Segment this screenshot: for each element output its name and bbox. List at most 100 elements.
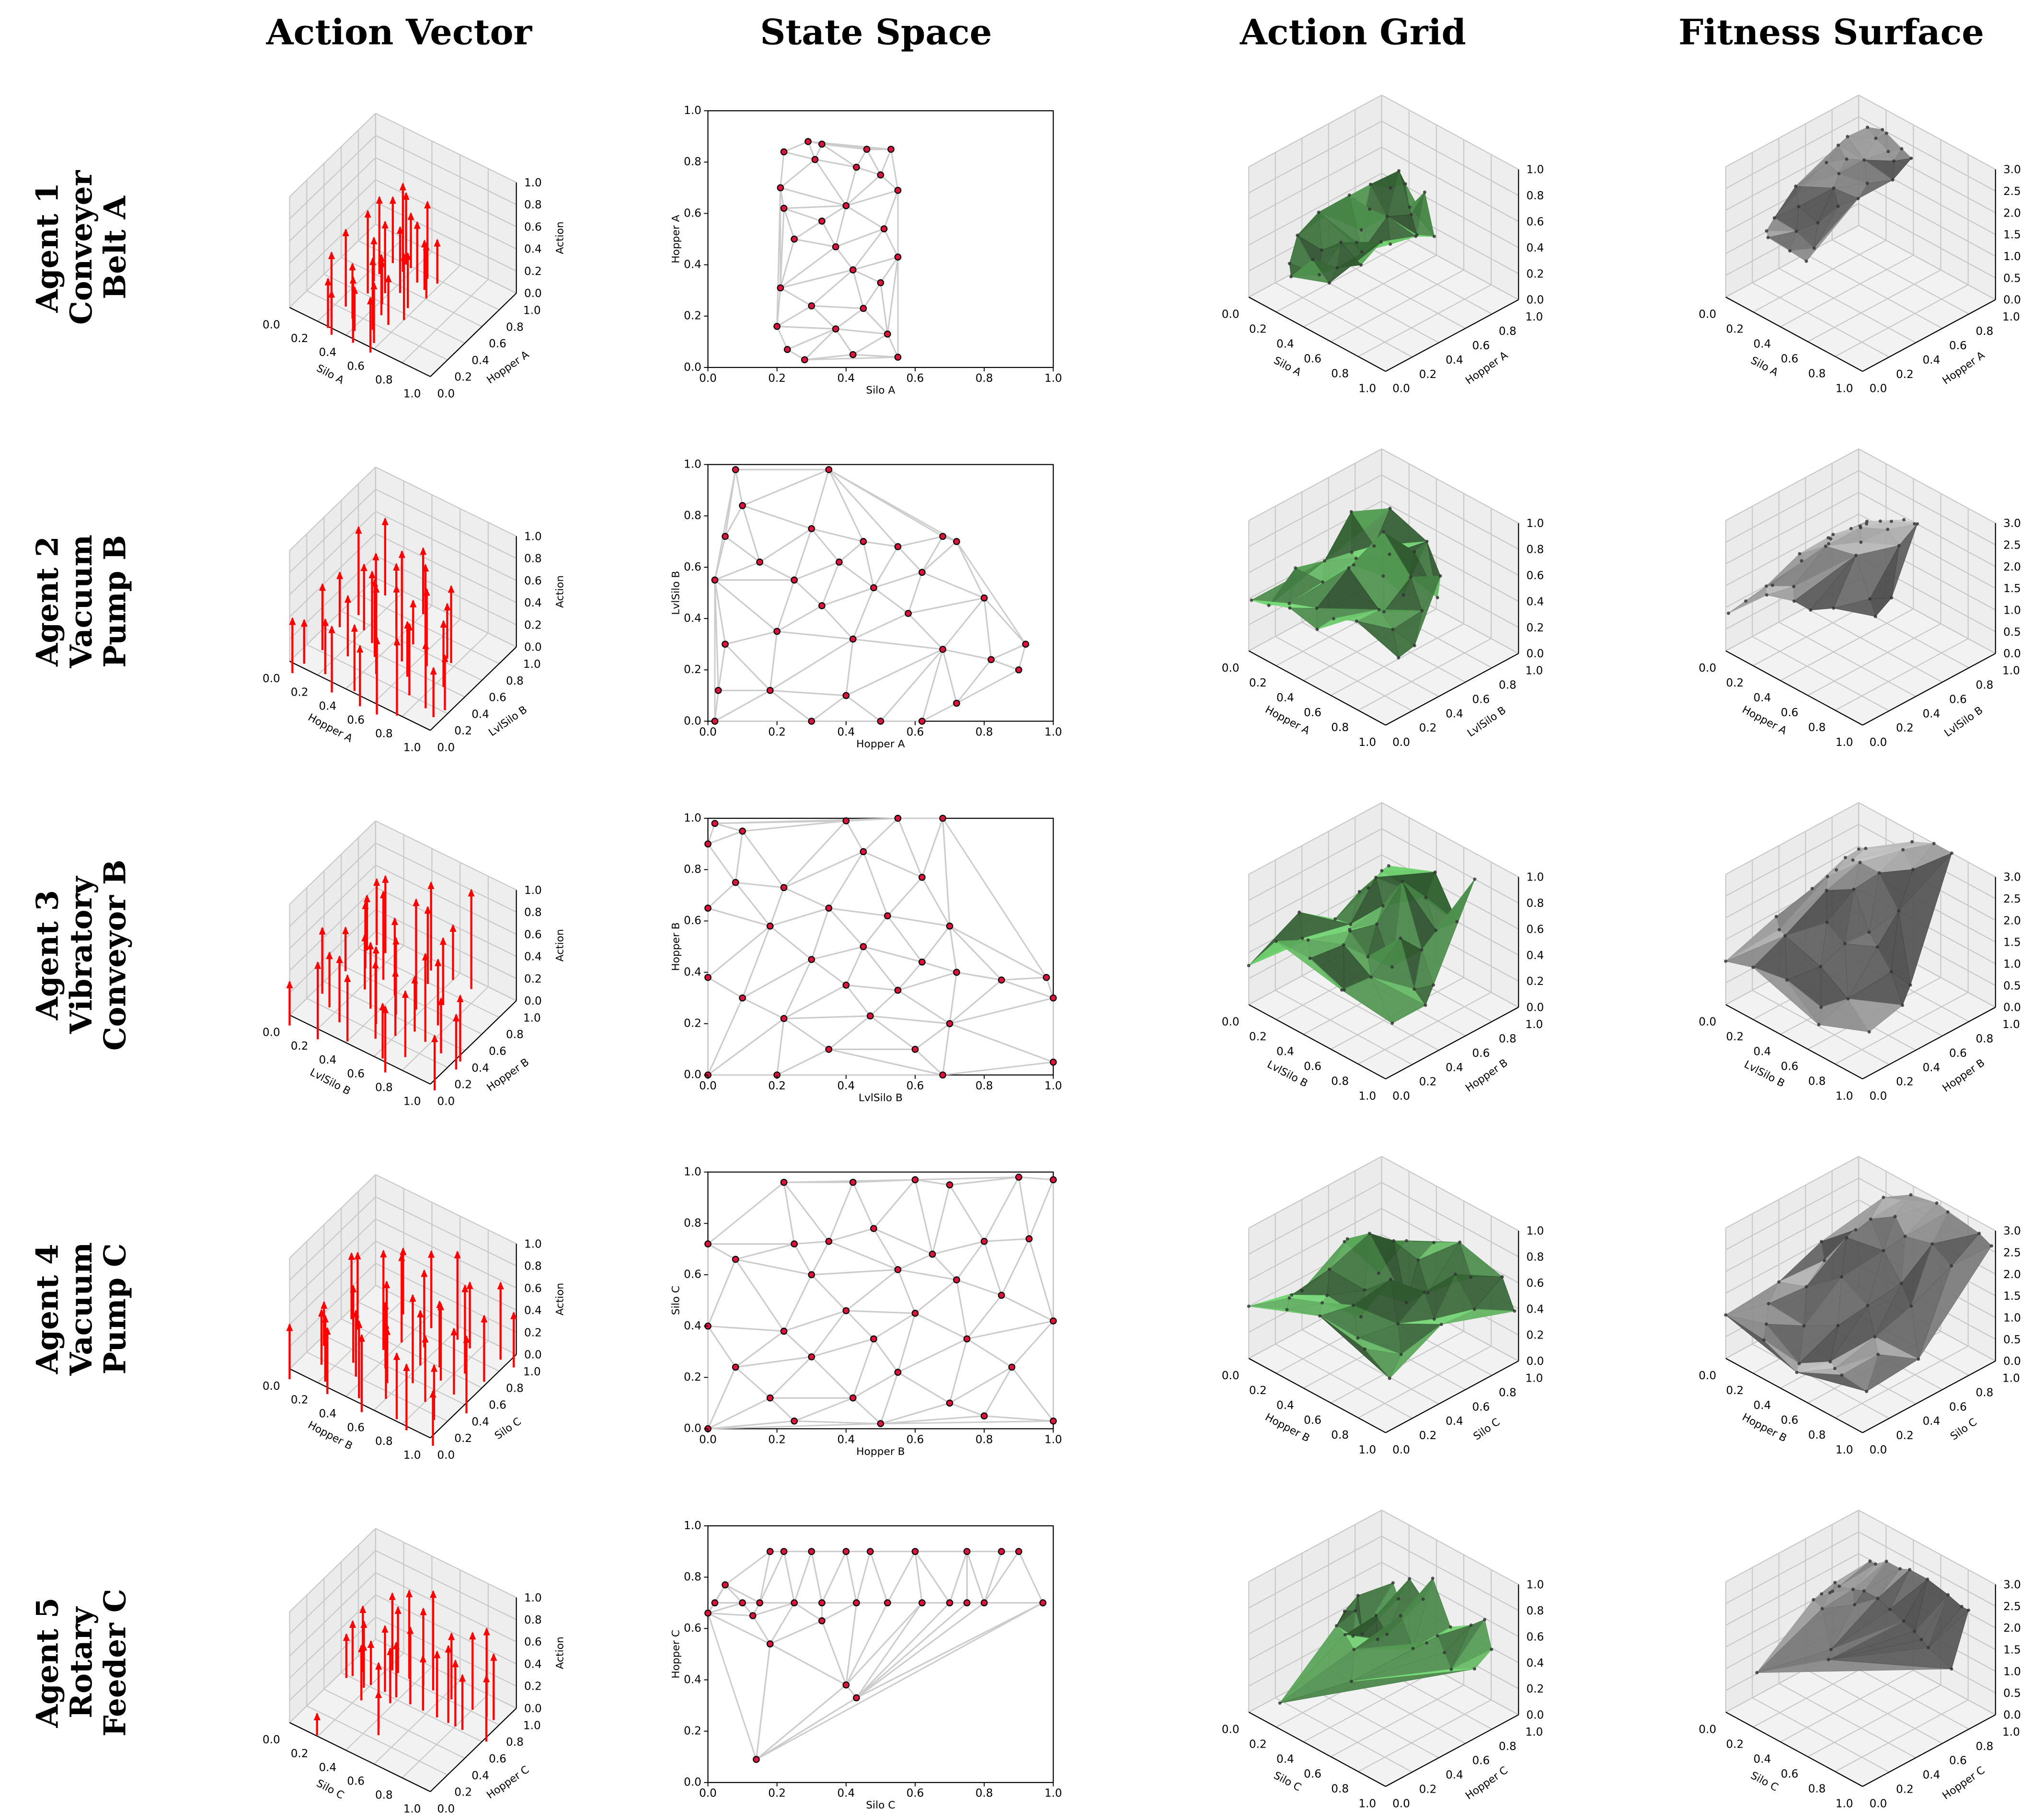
x-tick-label: 0.8	[1808, 1429, 1826, 1441]
x-tick-label: 0.0	[1222, 1370, 1240, 1382]
action-surface-facet	[1312, 259, 1338, 284]
grid-line	[289, 157, 376, 241]
action-surface-facet	[1364, 1349, 1402, 1379]
y-tick-label: 0.2	[684, 310, 701, 322]
arrow-head	[423, 588, 430, 596]
state-point	[919, 718, 926, 725]
x-tick-label: 0.6	[347, 1068, 365, 1080]
surface-point	[1882, 1248, 1885, 1252]
grid-line	[375, 931, 517, 1001]
grid-line	[1752, 990, 1890, 1065]
row-label-line: Conveyer	[63, 170, 99, 325]
state-point	[808, 718, 815, 725]
z-tick-label: 0.5	[2003, 1334, 2021, 1346]
y-tick-label: 0.2	[1896, 368, 1914, 381]
y-tick-label: 1.0	[523, 1366, 541, 1378]
y-tick-label: 0.2	[1419, 722, 1437, 734]
surface-point	[1788, 249, 1792, 253]
row-label: Agent 4VacuumPump C	[29, 1242, 132, 1376]
arrow-head	[391, 917, 398, 925]
surface-point	[1408, 1577, 1412, 1580]
grid-line	[289, 865, 376, 949]
y-tick-label: 0.2	[684, 1371, 701, 1384]
surface-point	[1401, 880, 1404, 883]
fitness-surface-facet	[1789, 248, 1815, 262]
x-axis-label: LvlSilo B	[1265, 1059, 1309, 1090]
surface-point	[1828, 1591, 1832, 1595]
x-tick-label: 1.0	[1045, 372, 1062, 385]
y-tick-label: 0.6	[684, 561, 701, 573]
x-tick-label: 0.2	[1249, 323, 1267, 336]
row-label-line: Vibratory	[63, 876, 99, 1034]
x-tick-label: 0.4	[837, 1787, 855, 1800]
surface-point	[1247, 963, 1251, 967]
state-point	[780, 148, 788, 156]
delaunay-triangle	[880, 1415, 1054, 1425]
left-pane	[1249, 1510, 1382, 1712]
grid-line	[289, 820, 376, 905]
y-tick-label: 0.0	[437, 1095, 455, 1108]
grid-line	[358, 240, 500, 310]
surface-point	[1804, 1285, 1808, 1289]
grid-line	[1858, 203, 1996, 279]
z-tick-label: 0.2	[524, 265, 542, 278]
axis-line	[289, 307, 431, 378]
grid-line	[1725, 1199, 1859, 1272]
z-tick-label: 0.8	[524, 1614, 542, 1626]
surface-point	[1433, 870, 1437, 874]
grid-line	[306, 290, 448, 361]
y-axis-label: Hopper B	[1941, 1057, 1987, 1095]
axis-line	[1385, 1360, 1519, 1433]
y-axis-label: Hopper B	[1463, 1057, 1510, 1095]
arrow-head	[381, 1625, 389, 1633]
grid-line	[289, 135, 376, 219]
z-tick-label: 0.6	[524, 1282, 542, 1295]
y-tick-label: 0.6	[1949, 1047, 1967, 1060]
state-point	[946, 1399, 953, 1407]
arrow-head	[358, 1334, 365, 1342]
y-tick-label: 0.2	[684, 664, 701, 676]
x-tick-label: 0.8	[1331, 1075, 1349, 1088]
grid-line	[1358, 1699, 1492, 1772]
surface-point	[1826, 875, 1829, 879]
y-tick-label: 1.0	[1526, 1372, 1543, 1384]
grid-line	[1301, 1329, 1439, 1405]
z-axis-label: Action	[554, 575, 566, 608]
z-tick-label: 0.5	[2003, 626, 2021, 639]
grid-line	[1275, 1343, 1412, 1419]
state-point	[704, 973, 712, 981]
z-tick-label: 1.5	[2003, 1644, 2021, 1657]
x-tick-label: 0.6	[907, 1080, 924, 1092]
x-tick-label: 0.0	[1222, 309, 1240, 321]
arrow-head	[419, 1654, 426, 1663]
arrow-head	[407, 1626, 414, 1634]
surface-point	[1977, 1232, 1981, 1236]
surface-point	[1382, 530, 1386, 534]
surface-point	[1380, 869, 1384, 873]
arrow-head	[370, 281, 378, 289]
x-tick-label: 0.8	[976, 372, 993, 385]
agent-row-5: Agent 5RotaryFeeder C0.00.00.20.20.40.40…	[29, 1510, 2021, 1815]
y-tick-label: 1.0	[2002, 665, 2020, 677]
surface-point	[1909, 1193, 1913, 1197]
x-tick-label: 0.8	[1808, 721, 1826, 734]
z-tick-label: 0.2	[524, 1327, 542, 1339]
surface-point	[1448, 1625, 1452, 1629]
state-point	[832, 243, 839, 251]
grid-line	[1807, 623, 1941, 696]
arrow-head	[448, 1632, 455, 1640]
surface-point	[1876, 1596, 1880, 1600]
grid-line	[1358, 992, 1492, 1065]
grid-line	[1381, 147, 1519, 222]
floor-pane	[1725, 1640, 1996, 1787]
surface-point	[1426, 1291, 1430, 1295]
row-label-line: Agent 4	[29, 1244, 65, 1374]
state-point	[825, 904, 833, 912]
grid-line	[1275, 990, 1412, 1065]
surface-point	[1908, 1567, 1912, 1572]
arrow-head	[427, 881, 435, 889]
state-point	[884, 331, 891, 338]
x-tick-label: 0.8	[375, 1435, 393, 1448]
arrow-head	[322, 618, 329, 626]
arrow-head	[344, 974, 351, 982]
